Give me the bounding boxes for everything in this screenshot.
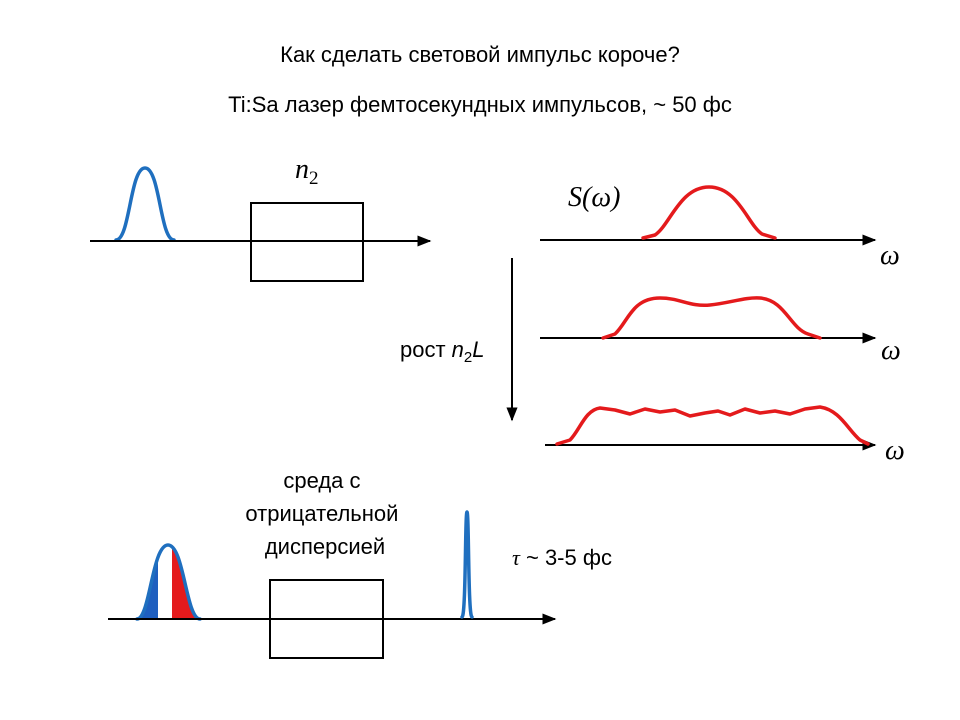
spectrum-2: [601, 296, 822, 340]
growth-label: рост n2L: [400, 337, 485, 366]
input-pulse: [114, 166, 176, 242]
text-part: τ: [512, 545, 521, 570]
text-part: L: [472, 337, 484, 362]
compressor-box: [269, 579, 384, 659]
chirped-pulse: [135, 543, 202, 621]
subtitle: Ti:Sa лазер фемтосекундных импульсов, ~ …: [228, 92, 732, 117]
text-part: рост: [400, 337, 452, 362]
text-part: дисперсией: [265, 534, 385, 559]
duration-label: τ ~ 3-5 фс: [512, 545, 612, 570]
text-part: 2: [464, 349, 472, 366]
title: Как сделать световой импульс короче?: [280, 42, 680, 67]
omega-label: ω: [880, 240, 900, 271]
text-part: n: [295, 154, 309, 185]
medium-box: [250, 202, 364, 282]
text-part: ~ 3-5 фс: [520, 545, 612, 570]
spectrum-1: [641, 185, 777, 240]
spectrum-label: S(ω): [568, 182, 620, 213]
text-part: среда с: [283, 468, 360, 493]
omega-label: ω: [885, 435, 905, 466]
compressor-label: среда с отрицательной дисперсией: [245, 468, 404, 559]
text-part: n: [452, 337, 464, 362]
short-pulse: [460, 510, 474, 619]
omega-label: ω: [881, 335, 901, 366]
text-part: отрицательной: [245, 501, 398, 526]
spectrum-3: [555, 405, 870, 446]
text-part: 2: [309, 168, 319, 189]
medium-label: n2: [295, 154, 319, 189]
